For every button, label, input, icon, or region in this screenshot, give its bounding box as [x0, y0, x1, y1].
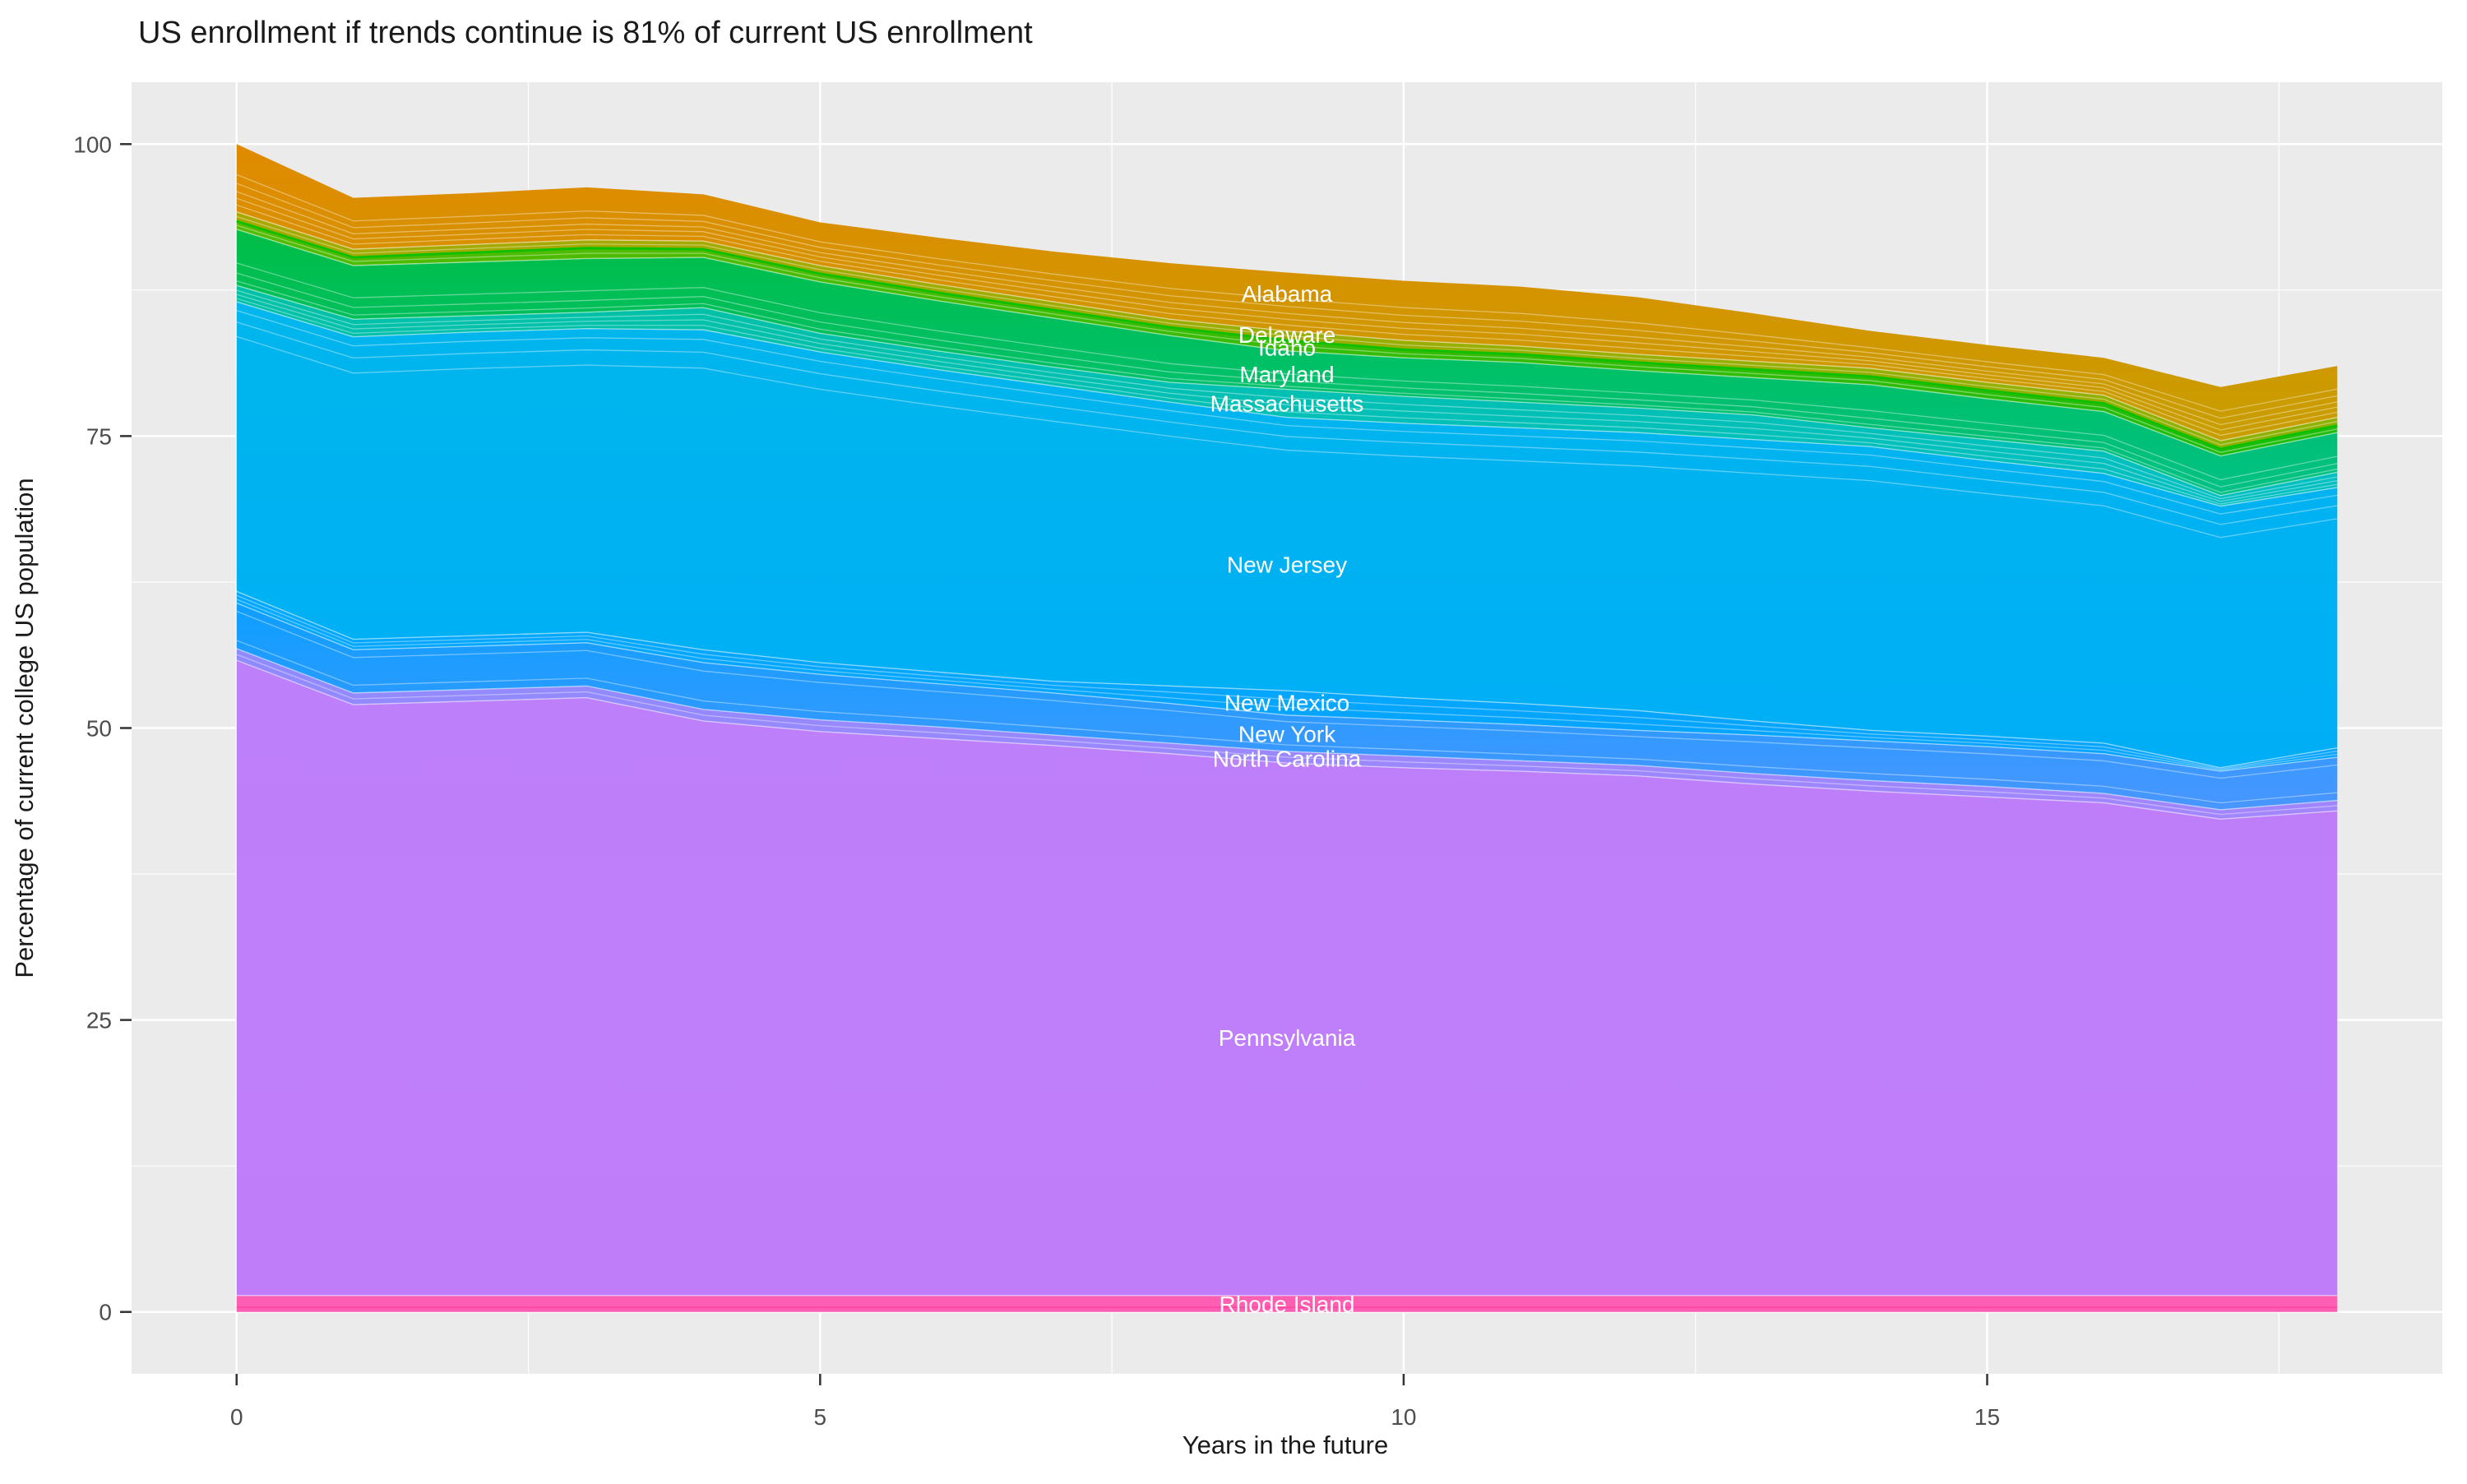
- y-tick-label: 0: [99, 1300, 112, 1325]
- state-label-rhode-island: Rhode Island: [1219, 1292, 1354, 1317]
- band-texture-line: [236, 289, 2338, 500]
- area-band-north-carolina: [236, 648, 2338, 820]
- band-texture-line: [236, 204, 2338, 437]
- y-axis-title: Percentage of current college US populat…: [10, 478, 39, 978]
- y-tick-label: 100: [73, 132, 112, 157]
- band-texture-line: [236, 262, 2338, 481]
- state-label-north-carolina: North Carolina: [1213, 746, 1362, 771]
- y-tick-label: 25: [86, 1008, 112, 1033]
- band-boundary-maryland: [236, 229, 2338, 457]
- state-label-delaware: Delaware: [1238, 322, 1335, 348]
- x-tick-label: 15: [1974, 1404, 2000, 1430]
- band-texture-line: [236, 183, 2338, 419]
- band-texture-line: [236, 215, 2338, 446]
- band-texture-line: [236, 191, 2338, 426]
- band-texture-line: [236, 610, 2338, 779]
- band-texture-line: [236, 599, 2338, 771]
- state-label-new-mexico: New Mexico: [1224, 690, 1349, 715]
- band-texture-line: [236, 309, 2338, 515]
- chart-title: US enrollment if trends continue is 81% …: [138, 16, 1033, 50]
- area-band-new-jersey: [236, 302, 2338, 768]
- state-label-massachusetts: Massachusetts: [1210, 391, 1364, 417]
- area-band-pennsylvania: [236, 660, 2338, 1296]
- band-boundary-new-york: [236, 602, 2338, 772]
- band-texture-line: [236, 321, 2338, 525]
- band-texture-line: [236, 335, 2338, 539]
- state-label-maryland: Maryland: [1239, 362, 1334, 387]
- area-band-alabama: [236, 144, 2338, 442]
- y-tick-label: 50: [86, 716, 112, 742]
- band-texture-line: [236, 640, 2338, 804]
- band-texture-line: [236, 173, 2338, 412]
- band-texture-line: [236, 272, 2338, 488]
- area-band-new-york: [236, 603, 2338, 810]
- band-texture-line: [236, 197, 2338, 431]
- band-texture-line: [236, 654, 2338, 816]
- state-label-alabama: Alabama: [1242, 281, 1333, 307]
- band-texture-line: [236, 224, 2338, 453]
- band-boundary-idaho: [236, 220, 2338, 451]
- state-label-pennsylvania: Pennsylvania: [1219, 1025, 1356, 1051]
- state-label-idaho: Idaho: [1258, 335, 1316, 360]
- state-label-new-york: New York: [1238, 722, 1336, 747]
- area-band-new-mexico: [236, 591, 2338, 772]
- area-band-maryland: [236, 229, 2338, 496]
- band-boundary-north-carolina: [236, 648, 2338, 811]
- band-texture-line: [236, 280, 2338, 493]
- y-tick-label: 75: [86, 423, 112, 449]
- band-texture-line: [236, 298, 2338, 505]
- band-boundary-delaware: [236, 211, 2338, 442]
- band-boundary-new-mexico: [236, 590, 2338, 769]
- x-tick-label: 5: [814, 1404, 827, 1430]
- band-texture-line: [236, 294, 2338, 502]
- band-boundary-massachusetts: [236, 284, 2338, 497]
- band-texture-line: [236, 594, 2338, 770]
- x-tick-label: 10: [1391, 1404, 1416, 1430]
- band-boundary-pennsylvania: [236, 659, 2338, 820]
- state-label-new-jersey: New Jersey: [1227, 552, 1347, 578]
- x-tick-label: 0: [230, 1404, 243, 1430]
- band-boundary-new-jersey: [236, 301, 2338, 507]
- x-axis-title: Years in the future: [1183, 1431, 1388, 1459]
